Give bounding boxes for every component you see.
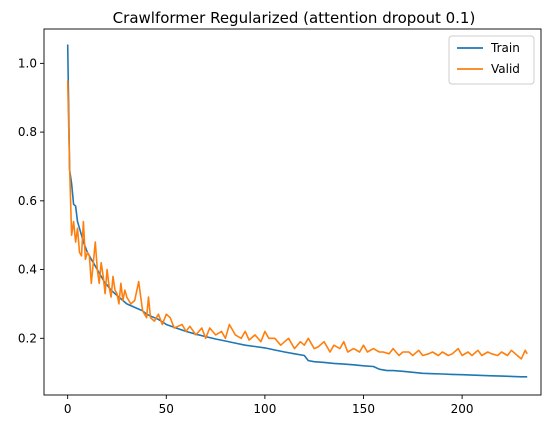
y-tick-label: 0.8 (18, 125, 37, 139)
y-tick-label: 0.6 (18, 194, 37, 208)
series-line-train (66, 44, 528, 378)
chart-title: Crawlformer Regularized (attention dropo… (113, 9, 476, 27)
plot-area (66, 44, 528, 378)
axes-frame (43, 28, 542, 396)
x-tick-label: 150 (352, 402, 375, 416)
series-line-valid (66, 80, 528, 360)
x-tick-label: 200 (451, 402, 474, 416)
y-tick-label: 0.2 (18, 331, 37, 345)
y-tick-label: 1.0 (18, 56, 37, 70)
x-axis-ticks: 0 50 100 150 200 (64, 395, 474, 416)
y-axis-ticks: 0.2 0.4 0.6 0.8 1.0 (18, 56, 44, 345)
legend: Train Valid (448, 35, 535, 85)
x-tick-label: 0 (64, 402, 72, 416)
x-tick-label: 50 (159, 402, 174, 416)
legend-label-valid: Valid (491, 62, 520, 76)
x-tick-label: 100 (253, 402, 276, 416)
legend-label-train: Train (490, 41, 520, 55)
y-tick-label: 0.4 (18, 263, 37, 277)
